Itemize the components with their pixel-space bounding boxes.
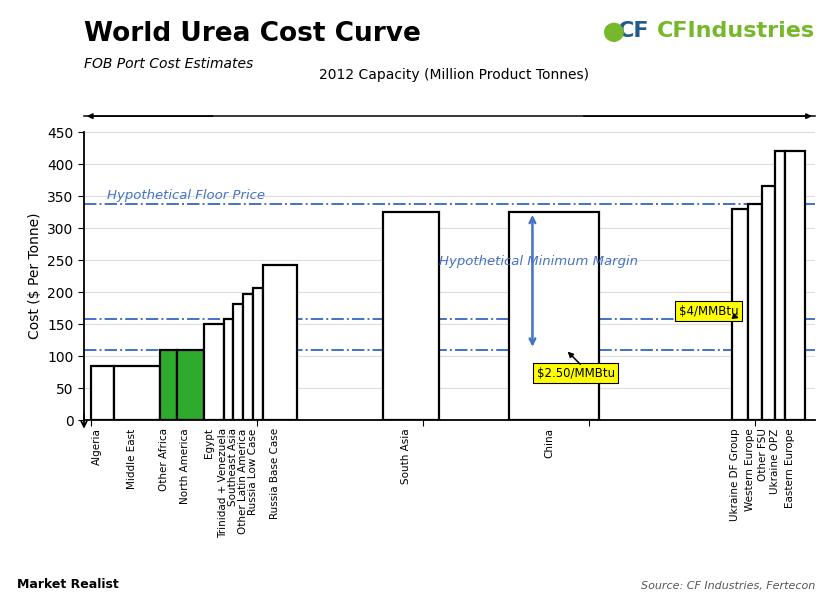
Bar [160,350,177,420]
Bar [264,265,297,420]
Text: CFIndustries: CFIndustries [657,21,815,41]
Text: Russia Low Case: Russia Low Case [249,428,259,515]
Bar [203,324,223,420]
Text: Other Latin America: Other Latin America [239,428,249,533]
Text: Egypt: Egypt [203,428,213,458]
Bar [509,212,599,420]
Bar [91,365,114,420]
Bar [775,151,785,420]
Bar [762,187,775,420]
Text: ⬤: ⬤ [603,23,625,42]
Bar [114,365,160,420]
Bar [785,151,805,420]
Text: World Urea Cost Curve: World Urea Cost Curve [84,21,421,47]
Text: Market Realist: Market Realist [17,578,118,591]
Text: Eastern Europe: Eastern Europe [785,428,795,508]
Text: Algeria: Algeria [92,428,102,465]
Text: South Asia: South Asia [402,428,412,484]
Bar [254,287,264,420]
Bar [177,350,203,420]
Text: Hypothetical Floor Price: Hypothetical Floor Price [108,188,265,202]
Text: Ukraine OPZ: Ukraine OPZ [770,428,780,494]
Y-axis label: Cost ($ Per Tonne): Cost ($ Per Tonne) [28,213,42,339]
Text: North America: North America [181,428,191,504]
Text: Russia Base Case: Russia Base Case [270,428,280,520]
Bar [244,294,254,420]
Text: China: China [544,428,554,458]
Text: Southeast Asia: Southeast Asia [228,428,239,506]
Bar [223,319,234,420]
Text: CF: CF [617,21,649,41]
Text: Other Africa: Other Africa [159,428,169,491]
Text: $2.50/MMBtu: $2.50/MMBtu [537,367,615,380]
Text: Western Europe: Western Europe [745,428,755,511]
Text: 2012 Capacity (Million Product Tonnes): 2012 Capacity (Million Product Tonnes) [319,68,589,82]
Text: Ukraine DF Group: Ukraine DF Group [730,428,740,521]
Bar [383,212,439,420]
Text: $4/MMBtu: $4/MMBtu [679,305,738,318]
Text: Trinidad + Venezuela: Trinidad + Venezuela [218,428,228,538]
Text: Other FSU: Other FSU [759,428,769,481]
Bar [748,203,762,420]
Text: Middle East: Middle East [127,428,137,488]
Text: FOB Port Cost Estimates: FOB Port Cost Estimates [84,57,253,71]
Bar [234,304,244,420]
Text: Source: CF Industries, Fertecon: Source: CF Industries, Fertecon [641,581,815,591]
Text: Hypothetical Minimum Margin: Hypothetical Minimum Margin [439,255,638,268]
Bar [732,209,748,420]
